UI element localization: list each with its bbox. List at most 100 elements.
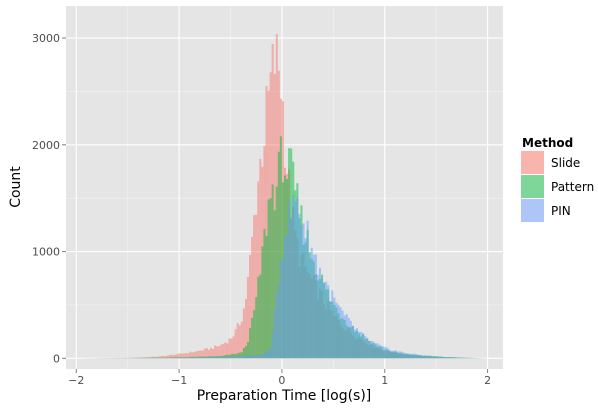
histogram-bar [374,343,377,359]
histogram-bar [283,236,287,359]
histogram-bar [421,355,424,359]
histogram-bar [230,356,233,359]
histogram-bar [209,347,213,359]
histogram-bar [376,343,379,359]
histogram-bar [249,355,252,359]
histogram-bar [321,278,324,359]
histogram-bar [236,356,239,359]
histogram-bar [378,344,381,359]
histogram-bar [436,356,439,359]
histogram-bar [244,299,247,359]
histogram-bar [362,333,365,359]
histogram-bar [214,345,217,359]
histogram-bar [440,356,443,359]
histogram-bar [172,357,175,359]
histogram-bar [251,317,254,359]
histogram-bar [131,357,134,359]
histogram-bar [251,355,254,359]
histogram-bar [370,340,373,359]
histogram-bar [275,292,278,359]
histogram-bar [314,254,317,359]
histogram-bar [298,213,301,359]
histogram-bar [191,357,194,359]
histogram-bar [434,356,437,359]
histogram-bar [261,246,264,359]
histogram-bar [209,357,213,359]
histogram-bar [259,159,262,359]
histogram-bar [216,356,219,359]
histogram-bar [197,357,200,359]
histogram-bar [164,356,167,359]
histogram-bar [310,247,313,359]
histogram-bar [212,357,215,359]
histogram-bar [403,352,406,359]
x-axis-title: Preparation Time [log(s)] [197,388,372,404]
histogram-bar [150,356,153,359]
histogram-bar [201,357,204,359]
histogram-bar [281,258,284,359]
histogram-bar [384,347,387,359]
histogram-bar [193,351,196,359]
histogram-bar [257,276,260,359]
histogram-bar [199,357,202,359]
histogram-bar [417,354,420,359]
histogram-bar [125,357,128,359]
histogram-bar [251,236,254,359]
histogram-bar [201,356,204,359]
histogram-bar [189,357,192,359]
histogram-bar [172,355,175,359]
histogram-bar [164,357,167,359]
histogram-bar [425,355,428,359]
histogram-bar [232,336,235,359]
histogram-bar [154,356,157,359]
histogram-bar [265,85,268,359]
histogram-bar [193,357,196,359]
y-tick-label: 1000 [32,246,60,259]
histogram-bar [467,357,470,359]
histogram-bar [327,285,330,359]
histogram-bar [382,346,385,359]
histogram-bar [244,355,247,359]
histogram-bar [127,357,130,359]
legend-label-slide: Slide [551,156,580,170]
histogram-bar [197,350,200,359]
legend-label-pin: PIN [551,204,571,218]
histogram-bar [275,186,278,359]
histogram-bar [228,356,231,359]
histogram-bar [308,257,311,359]
histogram-bar [432,356,435,359]
histogram-bar [460,357,463,359]
x-tick-label: −2 [68,374,84,387]
histogram-bar [296,197,299,359]
histogram-bar [179,357,182,359]
histogram-bar [255,214,258,359]
histogram-bar [146,357,149,359]
histogram-bar [257,355,260,359]
histogram-bar [263,353,266,359]
histogram-bar [119,357,122,359]
histogram-bar [380,345,383,359]
histogram-bar [438,356,441,359]
histogram-bar [267,199,270,359]
histogram-bar [137,357,141,359]
histogram-bar [162,355,165,359]
histogram-bar [366,337,369,359]
legend-key-pattern [521,175,544,198]
histogram-bar [288,200,291,359]
histogram-bar [205,357,208,359]
legend-key-pin [521,199,544,222]
histogram-bar [259,274,262,359]
histogram-bar [454,357,457,359]
histogram-bar [341,310,344,359]
histogram-bar [226,356,229,359]
histogram-bar [355,328,359,359]
histogram-bar [246,355,250,359]
histogram-bar [442,357,445,359]
histogram-bar [345,314,348,359]
histogram-bar [372,341,375,359]
histogram-bar [177,353,180,359]
histogram-bar [273,309,276,359]
histogram-bar [168,357,171,359]
histogram-bar [333,297,336,359]
